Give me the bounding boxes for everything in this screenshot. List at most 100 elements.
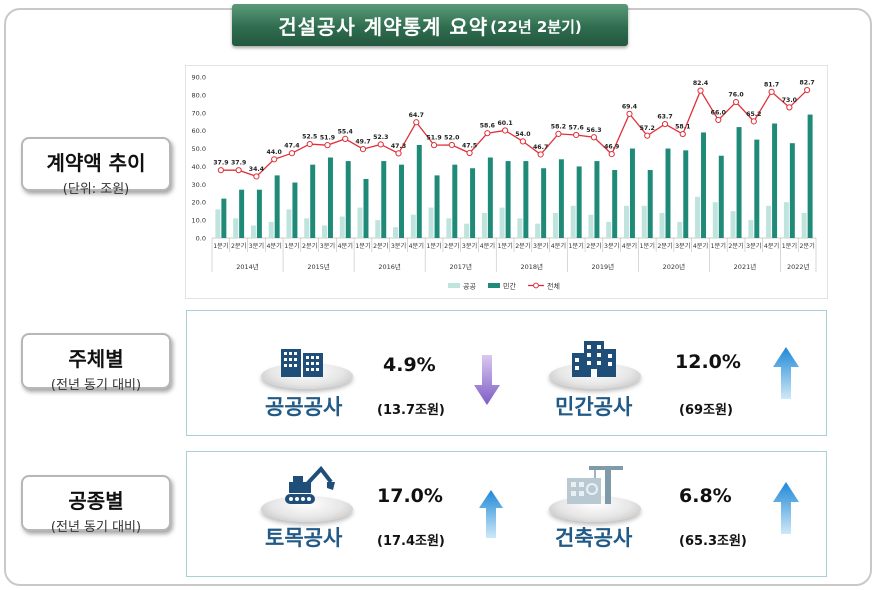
private-bar xyxy=(647,170,653,238)
private-bar xyxy=(487,157,493,238)
total-data-label: 63.7 xyxy=(657,114,672,121)
total-data-label: 37.9 xyxy=(231,160,246,167)
total-point xyxy=(502,127,509,134)
public-bar xyxy=(570,205,576,238)
x-tick-label: 4분기 xyxy=(338,242,353,250)
x-tick-label: 4분기 xyxy=(267,242,282,250)
total-point xyxy=(235,167,242,174)
public-bar xyxy=(730,211,736,238)
private-bar xyxy=(310,164,316,238)
total-point xyxy=(644,132,651,139)
x-tick-label: 2분기 xyxy=(515,242,530,250)
total-data-label: 52.5 xyxy=(302,134,317,141)
total-data-label: 58.2 xyxy=(551,123,566,130)
private-bar xyxy=(754,139,760,238)
x-tick-label: 3분기 xyxy=(320,242,335,250)
public-bar xyxy=(446,218,452,238)
crane-icon xyxy=(565,464,625,510)
total-point xyxy=(377,141,384,148)
up-arrow-icon xyxy=(479,490,503,542)
total-data-label: 49.7 xyxy=(355,139,370,146)
y-tick-label: 0.0 xyxy=(196,235,206,243)
private-bar xyxy=(736,127,742,238)
total-point xyxy=(342,135,349,142)
x-tick-label: 2분기 xyxy=(657,242,672,250)
type-sublabel: (전년 동기 대비) xyxy=(50,520,142,535)
total-point xyxy=(430,142,438,149)
total-data-label: 52.0 xyxy=(444,134,460,141)
total-data-label: 57.2 xyxy=(640,125,655,132)
total-point xyxy=(413,119,420,126)
private-bar xyxy=(256,189,262,238)
total-point xyxy=(750,118,757,125)
legend-public-swatch xyxy=(448,283,460,288)
private-bar xyxy=(701,132,707,238)
total-point xyxy=(519,138,526,145)
public-bar xyxy=(801,212,807,238)
x-tick-label: 1분기 xyxy=(497,242,512,250)
private-bar xyxy=(399,164,405,238)
legend-total-marker xyxy=(533,282,539,289)
year-label: 2017년 xyxy=(449,262,472,271)
total-point xyxy=(732,98,740,106)
private-bar xyxy=(274,175,280,238)
private-pct: 12.0% xyxy=(675,351,741,373)
total-data-label: 37.9 xyxy=(213,160,228,167)
total-point xyxy=(395,150,402,157)
private-bar xyxy=(612,170,618,238)
x-tick-label: 1분기 xyxy=(640,242,655,250)
y-tick-label: 90.0 xyxy=(192,74,206,82)
private-amount: (69조원) xyxy=(679,403,733,418)
public-bar xyxy=(677,221,683,238)
year-label: 2016년 xyxy=(378,262,401,271)
total-point xyxy=(590,134,598,141)
x-tick-label: 3분기 xyxy=(462,242,477,250)
total-point xyxy=(359,145,367,153)
entity-sublabel: (전년 동기 대비) xyxy=(50,378,142,393)
legend-private-swatch xyxy=(488,283,500,288)
total-point xyxy=(448,141,455,149)
trend-chart-panel: 0.0 10.0 20.0 30.0 40.0 50.0 60.0 70.0 80.0 90.0 1… xyxy=(186,66,827,298)
public-bar xyxy=(659,212,665,238)
total-data-label: 44.0 xyxy=(267,149,283,156)
private-bar xyxy=(576,166,582,238)
private-bar xyxy=(807,114,813,238)
public-bar xyxy=(357,207,363,238)
public-pct: 4.9% xyxy=(383,354,436,376)
total-point xyxy=(324,142,331,149)
x-tick-label: 2분기 xyxy=(586,242,601,250)
total-point xyxy=(484,130,491,137)
trend-chart: 0.0 10.0 20.0 30.0 40.0 50.0 60.0 70.0 80.0 90.0 1… xyxy=(192,74,817,291)
total-data-label: 64.7 xyxy=(409,112,424,119)
y-tick-label: 40.0 xyxy=(192,163,206,171)
total-data-label: 58.6 xyxy=(480,123,495,130)
legend-private-label: 민간 xyxy=(503,282,516,291)
total-data-label: 82.4 xyxy=(693,80,709,87)
total-data-label: 81.7 xyxy=(764,81,779,88)
private-bar xyxy=(718,155,724,238)
total-point xyxy=(679,130,686,138)
x-tick-label: 4분기 xyxy=(693,242,708,250)
private-bar xyxy=(789,143,795,238)
x-tick-label: 3분기 xyxy=(533,242,548,250)
civil-pct: 17.0% xyxy=(377,485,443,507)
year-label: 2019년 xyxy=(592,262,615,271)
year-label: 2014년 xyxy=(236,262,259,271)
total-point xyxy=(271,156,278,163)
total-point xyxy=(217,167,224,174)
private-bar xyxy=(683,150,689,238)
x-tick-label: 3분기 xyxy=(746,242,761,250)
x-tick-label: 1분기 xyxy=(569,242,584,250)
total-line xyxy=(220,89,808,178)
private-bar xyxy=(381,161,387,238)
x-tick-label: 3분기 xyxy=(675,242,690,250)
private-bar xyxy=(594,161,600,238)
year-label: 2018년 xyxy=(520,262,543,271)
private-bar xyxy=(345,161,351,238)
x-tick-label: 4분기 xyxy=(480,242,495,250)
trend-label: 계약액 추이 xyxy=(46,151,146,175)
total-point xyxy=(715,116,722,124)
public-bar xyxy=(464,223,470,238)
public-bar xyxy=(250,225,256,238)
x-tick-label: 1분기 xyxy=(284,242,299,250)
